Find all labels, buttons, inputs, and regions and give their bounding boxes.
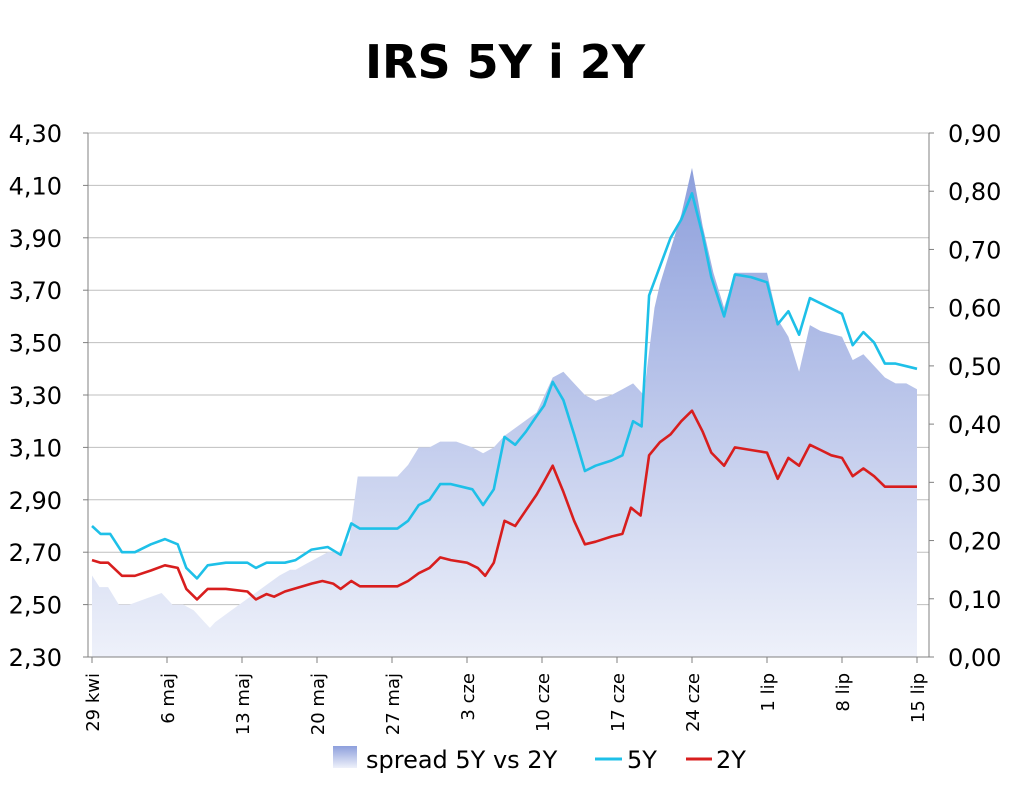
legend-swatch-spread	[333, 746, 357, 768]
right-tick-label: 0,40	[948, 411, 1001, 439]
left-tick-label: 3,70	[9, 277, 62, 305]
right-tick-label: 0,00	[948, 644, 1001, 672]
right-tick-label: 0,30	[948, 469, 1001, 497]
legend: spread 5Y vs 2Y 5Y 2Y	[333, 746, 746, 774]
left-tick-label: 4,30	[9, 120, 62, 148]
legend-label-2y: 2Y	[716, 746, 746, 774]
left-tick-label: 3,30	[9, 382, 62, 410]
left-tick-label: 2,50	[9, 592, 62, 620]
x-tick-label: 13 maj	[233, 673, 254, 735]
x-tick-label: 17 cze	[608, 673, 629, 732]
x-tick-label: 3 cze	[458, 673, 479, 721]
right-tick-label: 0,60	[948, 295, 1001, 323]
x-tick-label: 20 maj	[308, 673, 329, 735]
x-tick-label: 6 maj	[158, 673, 179, 724]
right-tick-label: 0,10	[948, 586, 1001, 614]
left-tick-label: 2,30	[9, 644, 62, 672]
right-axis-ticks: 0,00 0,10 0,20 0,30 0,40 0,50 0,60 0,70 0,80 0,90	[948, 120, 1001, 672]
legend-label-5y: 5Y	[627, 746, 657, 774]
series-line-5y	[91, 192, 918, 580]
axes	[83, 132, 934, 663]
series-area-spread	[92, 167, 917, 657]
left-tick-label: 3,50	[9, 330, 62, 358]
spread-area-layer	[92, 167, 917, 657]
x-tick-label: 8 lip	[833, 673, 854, 712]
right-tick-label: 0,90	[948, 120, 1001, 148]
x-tick-label: 10 cze	[533, 673, 554, 732]
right-tick-label: 0,20	[948, 528, 1001, 556]
series-line-2y	[91, 409, 917, 601]
right-tick-label: 0,80	[948, 178, 1001, 206]
left-tick-label: 2,70	[9, 539, 62, 567]
x-tick-label: 24 cze	[683, 673, 704, 732]
legend-label-spread: spread 5Y vs 2Y	[366, 746, 558, 774]
left-tick-label: 3,10	[9, 434, 62, 462]
left-axis-ticks: 2,30 2,50 2,70 2,90 3,10 3,30 3,50 3,70 3,90 4,10…	[9, 120, 62, 672]
chart-title: IRS 5Y i 2Y	[365, 35, 646, 89]
left-tick-label: 3,90	[9, 225, 62, 253]
x-tick-label: 29 kwi	[83, 673, 104, 732]
x-axis-ticks: 29 kwi 6 maj 13 maj 20 maj 27 maj 3 cze 10 cze…	[83, 673, 929, 735]
left-tick-label: 2,90	[9, 487, 62, 515]
left-tick-label: 4,10	[9, 172, 62, 200]
right-tick-label: 0,70	[948, 236, 1001, 264]
x-tick-label: 27 maj	[383, 673, 404, 735]
right-tick-label: 0,50	[948, 353, 1001, 381]
x-tick-label: 15 lip	[908, 673, 929, 723]
lines-layer	[91, 192, 918, 601]
x-tick-label: 1 lip	[758, 673, 779, 712]
grid	[88, 132, 929, 606]
